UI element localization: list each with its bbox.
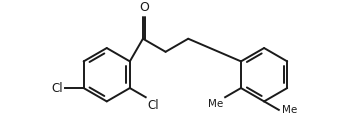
Text: Cl: Cl: [147, 99, 159, 112]
Text: Cl: Cl: [51, 82, 63, 95]
Text: Me: Me: [208, 99, 223, 109]
Text: O: O: [139, 1, 149, 14]
Text: Me: Me: [281, 105, 297, 115]
